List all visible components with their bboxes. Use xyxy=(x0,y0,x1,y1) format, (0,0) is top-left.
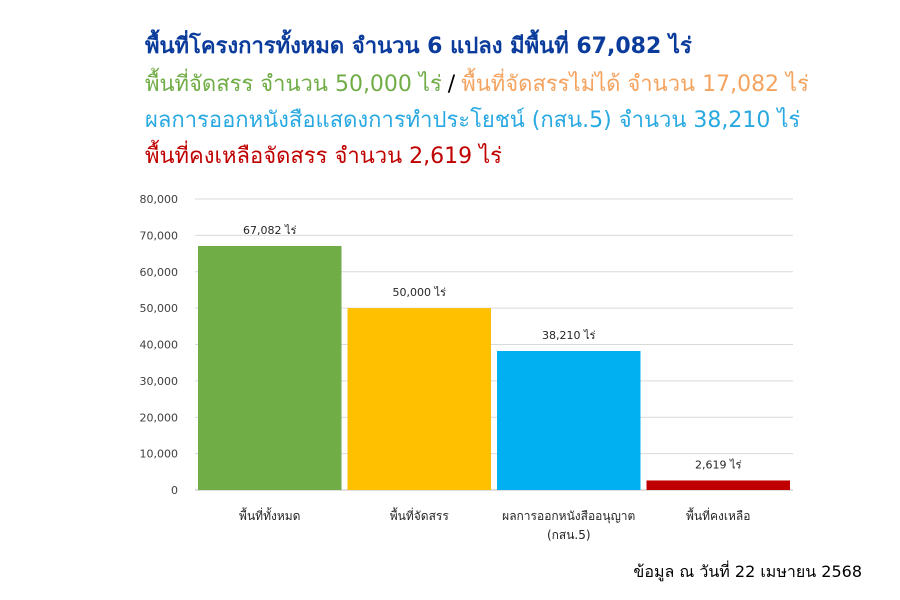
bar-value-label: 2,619 ไร่ xyxy=(695,458,742,471)
y-tick-label: 60,000 xyxy=(140,266,179,279)
y-tick-label: 30,000 xyxy=(140,375,179,388)
headline-remaining: พื้นที่คงเหลือจัดสรร จำนวน 2,619 ไร่ xyxy=(145,144,502,169)
bar xyxy=(198,245,342,490)
bar xyxy=(497,351,641,490)
headline-allocation: พื้นที่จัดสรร จำนวน 50,000 ไร่ / พื้นที่จั… xyxy=(145,70,809,100)
y-tick-label: 50,000 xyxy=(140,302,179,315)
y-tick-label: 20,000 xyxy=(140,411,179,424)
x-category-label: ผลการออกหนังสืออนุญาต(กสน.5) xyxy=(502,509,635,542)
y-tick-label: 40,000 xyxy=(140,339,179,352)
headline-total-area: พื้นที่โครงการทั้งหมด จำนวน 6 แปลง มีพื้… xyxy=(145,34,692,59)
x-category-label: พื้นที่ทั้งหมด xyxy=(239,507,300,523)
y-tick-label: 80,000 xyxy=(140,193,179,206)
bar-value-label: 50,000 ไร่ xyxy=(393,286,447,299)
bar xyxy=(347,308,491,490)
x-category-label: พื้นที่จัดสรร xyxy=(390,507,450,523)
bar-value-label: 38,210 ไร่ xyxy=(542,329,596,342)
y-tick-label: 0 xyxy=(171,484,178,497)
bar xyxy=(646,480,790,490)
y-tick-label: 10,000 xyxy=(140,448,179,461)
headline-allocated: พื้นที่จัดสรร จำนวน 50,000 ไร่ xyxy=(145,72,442,97)
data-date-footnote: ข้อมูล ณ วันที่ 22 เมษายน 2568 xyxy=(633,562,862,581)
x-category-label: พื้นที่คงเหลือ xyxy=(686,507,750,523)
bar-value-label: 67,082 ไร่ xyxy=(243,224,297,237)
headline-certificates: ผลการออกหนังสือแสดงการทำประโยชน์ (กสน.5)… xyxy=(145,108,801,133)
y-tick-label: 70,000 xyxy=(140,229,179,242)
headline-separator: / xyxy=(447,72,456,97)
headline-unallocatable: พื้นที่จัดสรรไม่ได้ จำนวน 17,082 ไร่ xyxy=(461,72,809,97)
